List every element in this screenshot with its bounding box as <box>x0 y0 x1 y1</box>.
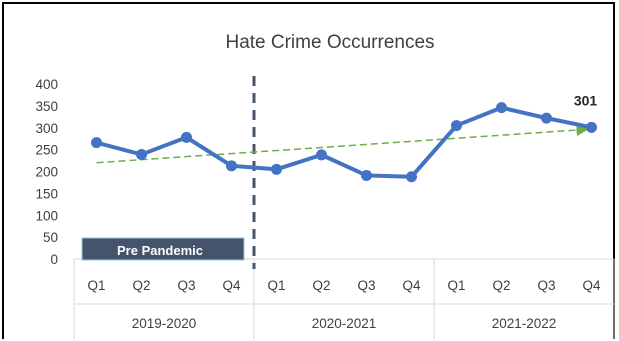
y-tick-label-0: 0 <box>50 252 58 267</box>
axes: 0 50 100 150 200 250 300 350 400 Q1 Q2 Q3 Q4 Q1 Q2 Q3 Q4… <box>35 77 615 339</box>
y-tick-label-200: 200 <box>35 165 58 180</box>
x-group-label: 2019-2020 <box>132 316 197 331</box>
x-tick-label: Q4 <box>582 278 601 293</box>
y-tick-label-350: 350 <box>35 99 58 114</box>
y-tick-label-50: 50 <box>43 230 58 245</box>
data-point-8 <box>406 171 417 183</box>
trendline <box>96 124 589 164</box>
y-tick-label-300: 300 <box>35 121 58 136</box>
y-tick-label-100: 100 <box>35 208 58 223</box>
chart-title: Hate Crime Occurrences <box>225 32 434 53</box>
data-point-6 <box>316 149 327 161</box>
chart-frame <box>2 2 615 339</box>
y-tick-label-400: 400 <box>35 77 58 92</box>
pre-pandemic-badge <box>81 237 245 261</box>
x-tick-label: Q4 <box>222 278 241 293</box>
x-group-label: 2021-2022 <box>492 316 557 331</box>
data-point-11 <box>541 112 552 124</box>
series-line <box>95 105 592 179</box>
data-point-1 <box>91 137 102 149</box>
pre-pandemic-badge-label: Pre Pandemic <box>117 243 203 258</box>
data-point-2 <box>136 148 147 160</box>
x-tick-label: Q2 <box>492 278 510 293</box>
data-point-12 <box>586 121 597 133</box>
x-tick-label: Q3 <box>357 278 375 293</box>
x-tick-label: Q2 <box>132 278 150 293</box>
data-label: 301 <box>574 92 598 108</box>
data-point-7 <box>361 169 372 181</box>
x-tick-label: Q1 <box>447 278 465 293</box>
series-group <box>91 102 597 183</box>
x-group-label: 2020-2021 <box>312 316 377 331</box>
data-point-9 <box>451 120 462 132</box>
trendline-group <box>96 124 589 164</box>
data-point-4 <box>226 160 237 172</box>
x-tick-label: Q1 <box>267 278 285 293</box>
data-point-5 <box>271 163 282 175</box>
x-tick-label: Q3 <box>177 278 195 293</box>
badge-group: Pre Pandemic <box>81 237 245 261</box>
data-labels: 301 <box>574 92 598 108</box>
y-tick-label-150: 150 <box>35 186 58 201</box>
x-tick-label: Q2 <box>312 278 330 293</box>
y-tick-label-250: 250 <box>35 143 58 158</box>
data-point-3 <box>181 131 192 143</box>
x-tick-label: Q3 <box>537 278 555 293</box>
x-tick-label: Q1 <box>87 278 105 293</box>
data-point-10 <box>496 102 507 114</box>
x-tick-label: Q4 <box>402 278 421 293</box>
